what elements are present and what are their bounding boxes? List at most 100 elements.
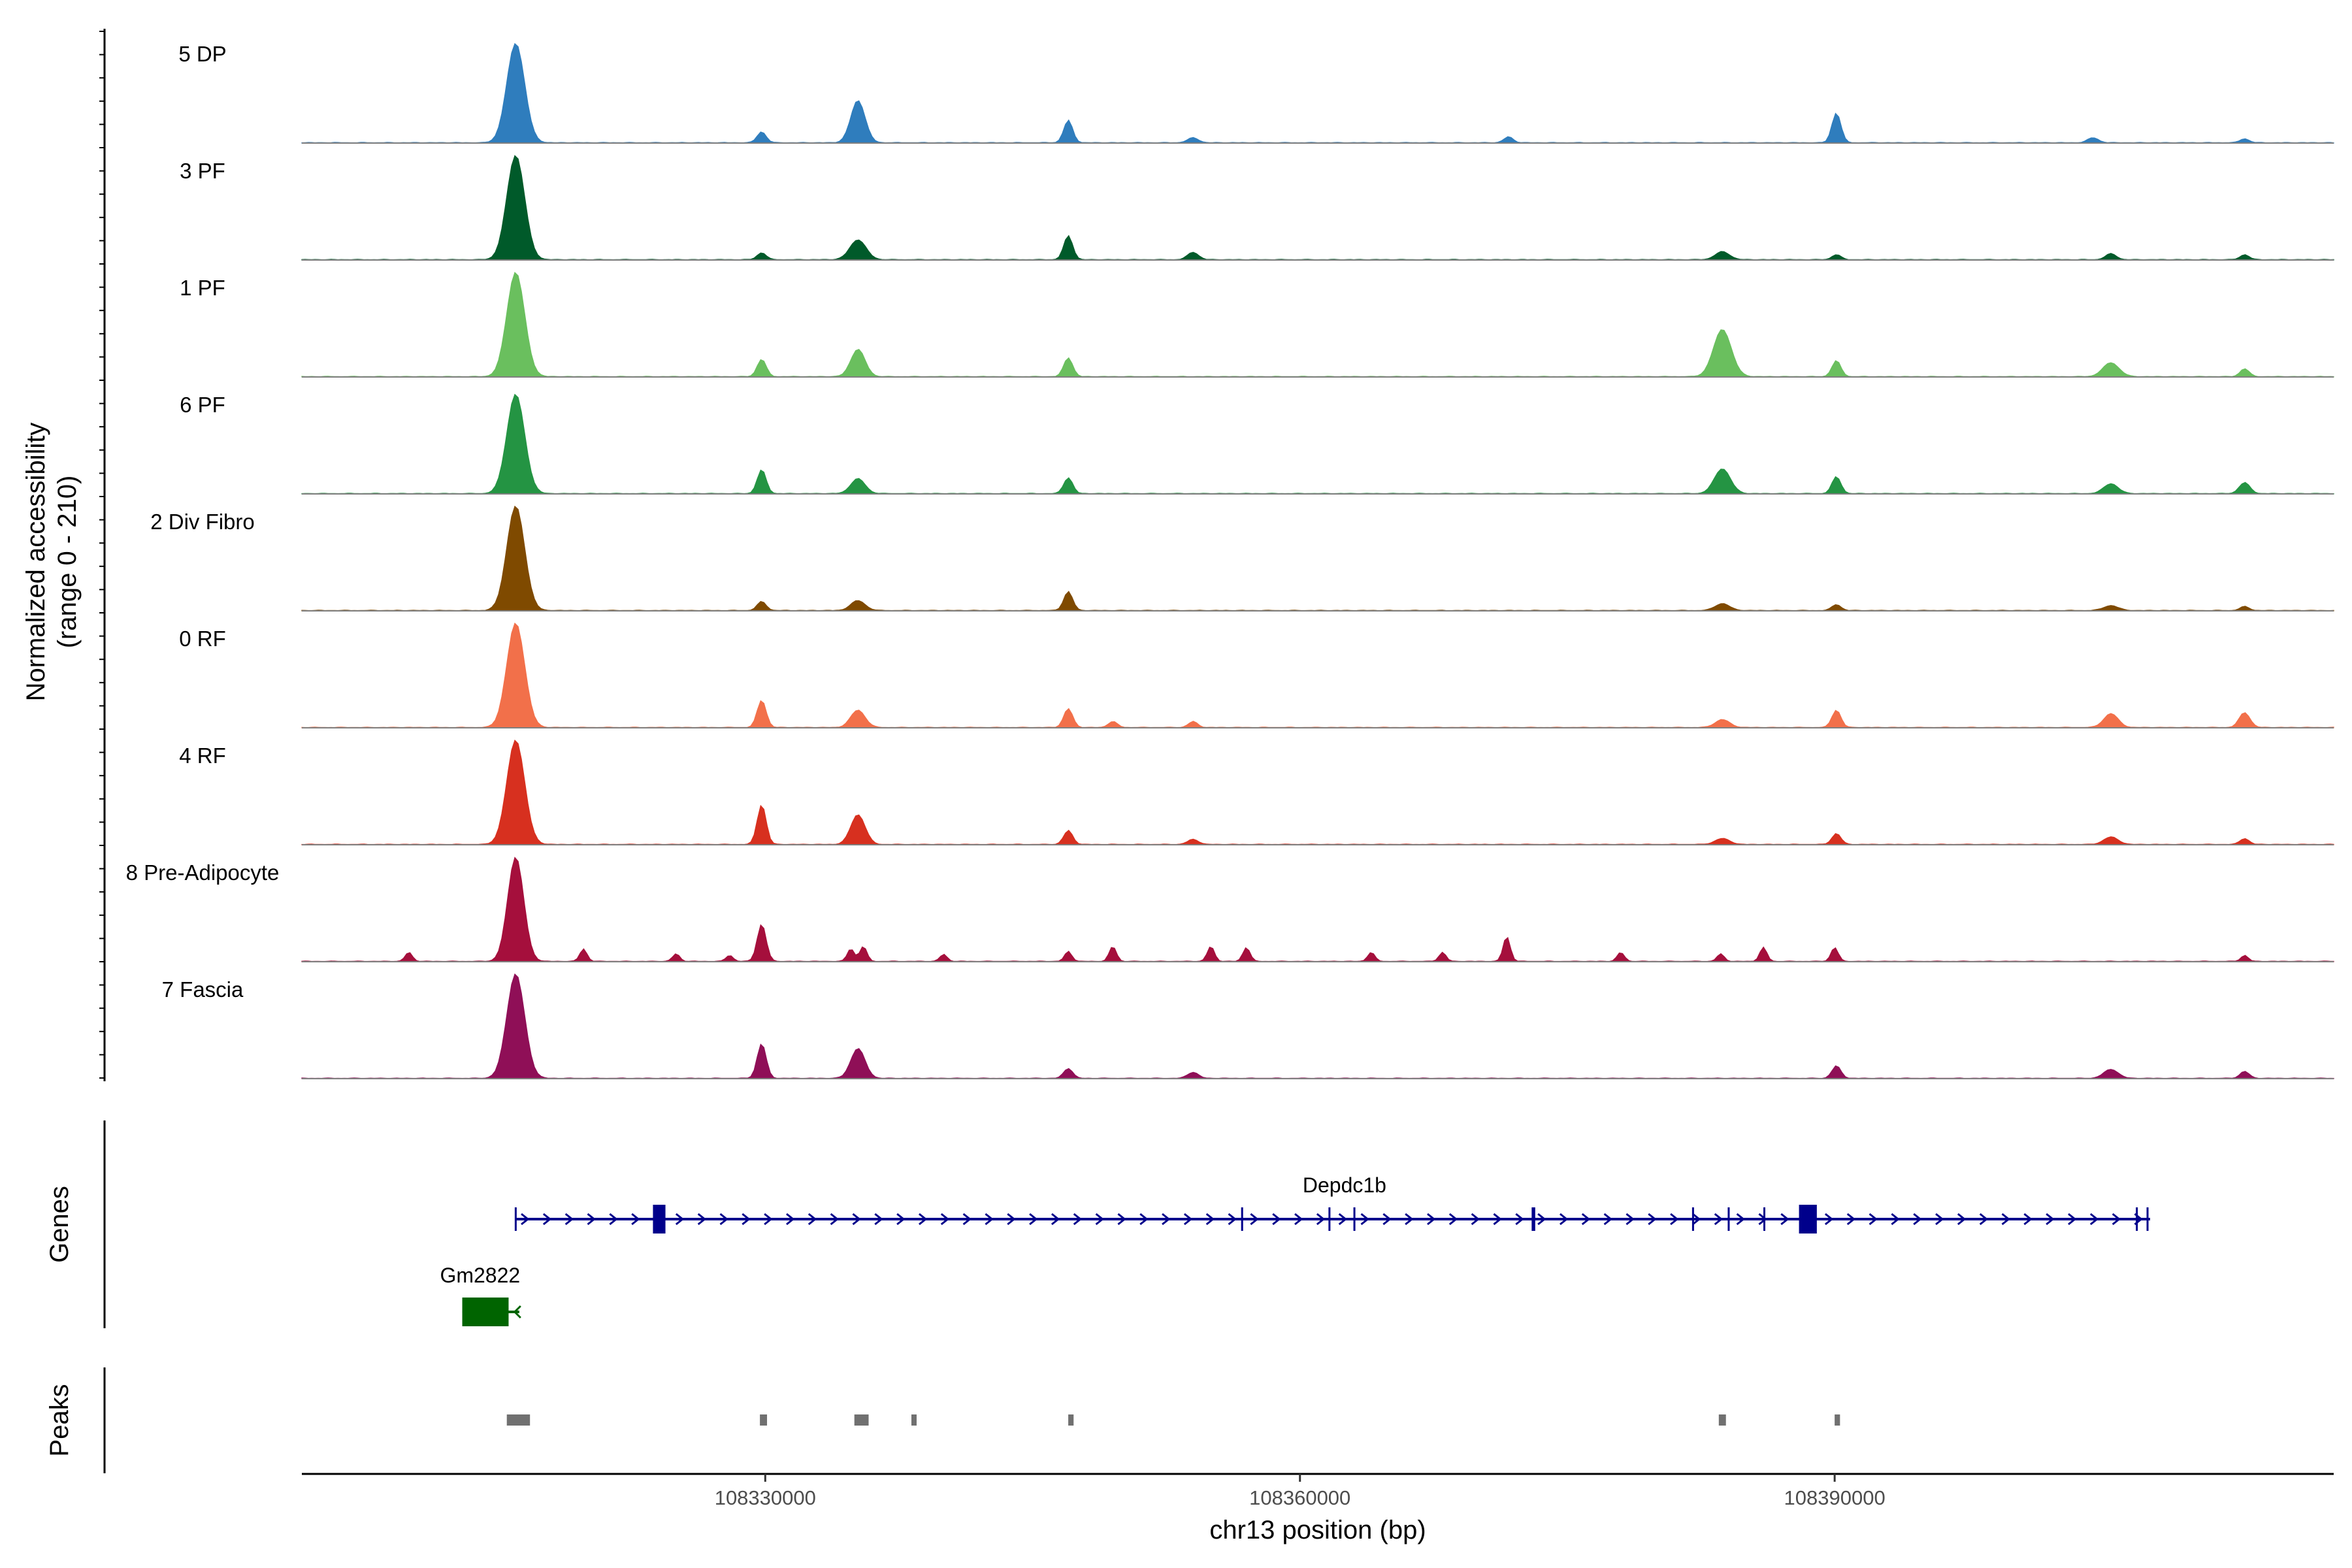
genes-panel-title: Genes [45,1186,74,1263]
strand-arrow [1183,1213,1193,1226]
strand-arrow [675,1213,685,1226]
gene-label-depdc1b: Depdc1b [1303,1173,1386,1197]
coverage-area [301,973,2334,1079]
strand-arrow [609,1213,618,1226]
strand-arrow [1029,1213,1038,1226]
strand-arrow [1758,1213,1767,1226]
strand-arrow [587,1213,596,1226]
coverage-tracks: 5 DP 3 PF 1 PF 6 PF 2 Div Fibro 0 RF 4 RF 8 Pre… [126,42,2334,1079]
strand-arrow [1670,1213,1679,1226]
exon [1691,1207,1694,1231]
strand-arrow [918,1213,928,1226]
strand-arrow [896,1213,906,1226]
track-5: 2 Div Fibro [150,505,2334,612]
track-6: 0 RF [179,622,2334,728]
track-label: 5 DP [178,42,226,66]
gene-depdc1b: Depdc1b [514,1173,2151,1233]
strand-arrow [1648,1213,1657,1226]
strand-arrow [1427,1213,1436,1226]
exon [1763,1207,1766,1231]
strand-arrow [1780,1213,1789,1226]
strand-arrow [1162,1213,1171,1226]
track-label: 1 PF [180,276,225,300]
peak-region [854,1414,869,1426]
track-label: 2 Div Fibro [150,510,255,534]
strand-arrow [719,1213,728,1226]
peak-region [1835,1414,1840,1426]
strand-arrow [513,1305,521,1319]
genes-track: Depdc1b Gm2822 [440,1173,2151,1326]
strand-arrow [1913,1213,1922,1226]
exon [1328,1207,1331,1231]
strand-arrow [1935,1213,1944,1226]
strand-arrow [1714,1213,1723,1226]
strand-arrow [786,1213,795,1226]
peak-region [911,1414,917,1426]
strand-arrow [1471,1213,1480,1226]
strand-arrow [940,1213,950,1226]
strand-arrow [742,1213,751,1226]
strand-arrow [962,1213,972,1226]
x-tick-label: 108390000 [1784,1486,1886,1509]
track-label: 8 Pre-Adipocyte [126,860,280,885]
peaks-panel-title: Peaks [45,1384,74,1456]
peak-region [1068,1414,1074,1426]
strand-arrow [1515,1213,1524,1226]
strand-arrow [1205,1213,1215,1226]
strand-arrow [985,1213,994,1226]
strand-arrow [1139,1213,1149,1226]
strand-arrow [1957,1213,1967,1226]
peak-region [506,1414,531,1426]
strand-arrow [808,1213,817,1226]
coverage-area [301,739,2334,845]
strand-arrow [1736,1213,1745,1226]
strand-arrow [1493,1213,1502,1226]
peaks-track [506,1414,1840,1426]
strand-arrow [1824,1213,1834,1226]
track-3: 1 PF [180,271,2334,378]
exon [1353,1207,1356,1231]
strand-arrow [1007,1213,1016,1226]
exon [1531,1207,1535,1231]
strand-arrow [1603,1213,1612,1226]
exon [2146,1207,2149,1231]
y-axis-title: Normalized accessibility (range 0 - 210) [22,423,82,702]
track-4: 6 PF [180,393,2334,495]
gene-label-gm2822: Gm2822 [440,1264,520,1287]
strand-arrow [874,1213,883,1226]
strand-arrow [1250,1213,1259,1226]
strand-arrow [1448,1213,1458,1226]
track-label: 6 PF [180,393,225,417]
track-2: 3 PF [180,155,2334,261]
track-1: 5 DP [178,42,2334,144]
x-tick-label: 108360000 [1249,1486,1350,1509]
track-label: 7 Fascia [162,977,244,1002]
y-axis-title-line1: Normalized accessibility [22,423,50,702]
strand-arrow [1117,1213,1126,1226]
y-axis-title-line2: (range 0 - 210) [53,476,82,649]
exon [653,1205,666,1233]
strand-arrow [1382,1213,1392,1226]
strand-arrow [2001,1213,2010,1226]
peak-region [760,1414,768,1426]
strand-arrow [1846,1213,1856,1226]
coverage-area [301,505,2334,612]
strand-arrow [1537,1213,1546,1226]
x-axis-ticks: 108330000 108360000 108390000 [715,1474,1886,1509]
coverage-area [301,857,2334,962]
strand-arrow [1691,1213,1701,1226]
strand-arrow [830,1213,840,1226]
strand-arrow [2023,1213,2033,1226]
strand-arrow [1581,1213,1591,1226]
strand-arrow [1559,1213,1569,1226]
strand-arrow [852,1213,861,1226]
strand-arrow [2068,1213,2077,1226]
peak-region [1718,1414,1726,1426]
gene-gm2822: Gm2822 [440,1264,521,1326]
strand-arrow [764,1213,773,1226]
strand-arrow [1294,1213,1303,1226]
exon [2136,1207,2138,1231]
strand-arrow [2089,1213,2099,1226]
exon [1727,1207,1730,1231]
